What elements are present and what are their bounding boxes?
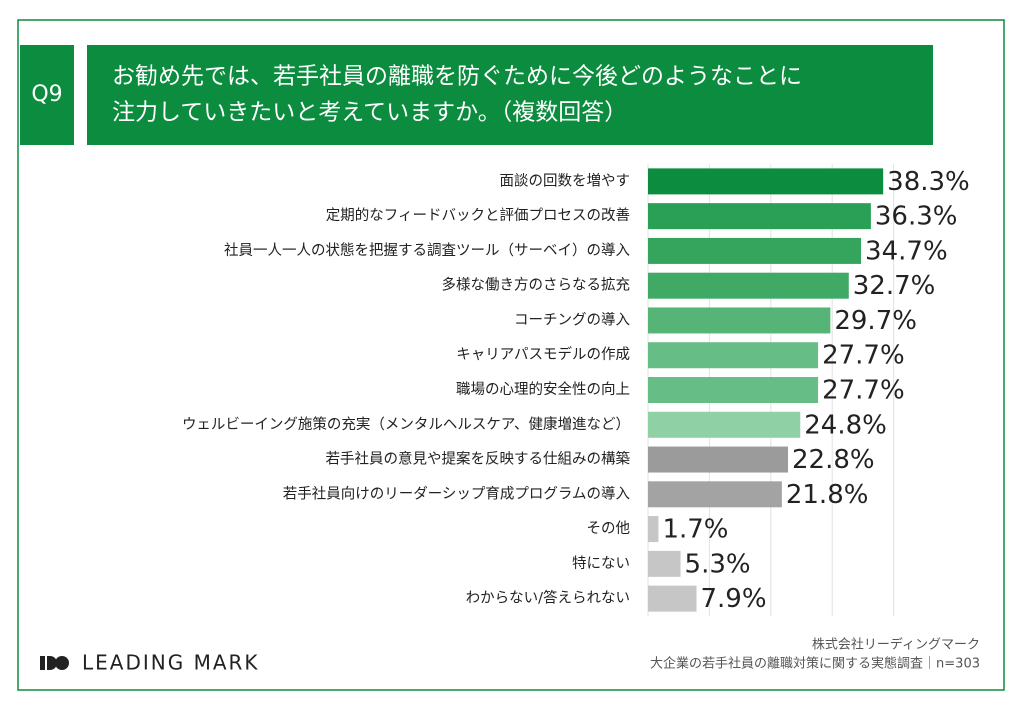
brand: LEADING MARK: [82, 651, 260, 675]
bar: [648, 411, 801, 438]
value-label: 38.3%: [887, 167, 970, 197]
category-label: 定期的なフィードバックと評価プロセスの改善: [326, 207, 630, 224]
bar: [648, 342, 819, 369]
frame: [17, 19, 1005, 691]
value-label: 34.7%: [865, 236, 948, 266]
brand-logo: [40, 656, 69, 670]
value-label: 7.9%: [701, 584, 767, 614]
value-label: 27.7%: [822, 376, 905, 406]
category-label: 特にない: [572, 555, 630, 572]
bar: [648, 481, 782, 508]
bar: [648, 307, 831, 334]
bar: [648, 272, 849, 299]
bar: [648, 585, 697, 612]
category-label: 面談の回数を増やす: [500, 172, 631, 189]
value-label: 32.7%: [853, 271, 936, 301]
category-label: ウェルビーイング施策の充実（メンタルヘルスケア、健康増進など）: [182, 416, 630, 433]
question-box: [20, 45, 74, 145]
bar: [648, 168, 884, 195]
title-line: お勧め先では、若手社員の離職を防ぐために今後どのようなことに: [112, 64, 802, 90]
category-label: 若手社員向けのリーダーシップ育成プログラムの導入: [283, 485, 630, 502]
value-label: 27.7%: [822, 341, 905, 371]
value-label: 24.8%: [804, 410, 887, 440]
bar: [648, 550, 681, 577]
category-label: わからない/答えられない: [466, 590, 630, 607]
bar: [648, 237, 862, 264]
value-label: 5.3%: [685, 549, 751, 579]
category-label: その他: [587, 520, 631, 537]
source: 株式会社リーディングマーク: [812, 637, 980, 653]
value-label: 1.7%: [662, 515, 728, 545]
value-label: 21.8%: [786, 480, 869, 510]
category-label: 若手社員の意見や提案を反映する仕組みの構築: [326, 450, 631, 468]
category-label: キャリアパスモデルの作成: [456, 345, 630, 363]
value-label: 36.3%: [875, 202, 958, 232]
category-label: 職場の心理的安全性の向上: [456, 380, 630, 398]
value-label: 29.7%: [834, 306, 917, 336]
source: 大企業の若手社員の離職対策に関する実態調査｜n=303: [650, 656, 980, 672]
value-label: 22.8%: [792, 445, 875, 475]
question-label: Q9: [31, 82, 62, 107]
bar: [648, 516, 659, 543]
title-line: 注力していきたいと考えていますか。（複数回答）: [112, 100, 627, 126]
bar: [648, 377, 819, 403]
category-label: 社員一人一人の状態を把握する調査ツール（サーベイ）の導入: [224, 242, 630, 259]
title-box: [87, 45, 933, 145]
bar: [648, 446, 788, 473]
category-label: コーチングの導入: [514, 311, 630, 328]
category-label: 多様な働き方のさらなる拡充: [442, 277, 631, 294]
bar: [648, 203, 871, 230]
